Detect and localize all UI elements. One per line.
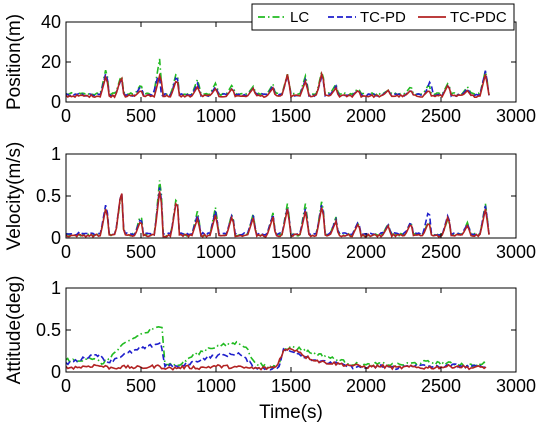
x-tick-label: 2500: [421, 106, 461, 126]
series-group: [65, 58, 490, 99]
y-axis-label: Attitude(deg): [4, 276, 25, 385]
legend-box: [251, 3, 515, 31]
x-axis-label: Time(s): [259, 402, 323, 423]
y-axis-label: Position(m): [4, 14, 25, 110]
x-tick-label: 2000: [346, 242, 386, 262]
series-line-lc: [65, 325, 487, 370]
y-tick-label: 20: [41, 52, 61, 72]
series-line-tc-pdc: [65, 70, 490, 99]
series-line-tc-pdc: [65, 347, 487, 371]
x-tick-label: 0: [61, 376, 71, 396]
x-tick-label: 500: [126, 242, 156, 262]
x-tick-label: 1000: [196, 242, 236, 262]
legend-label-lc: LC: [290, 9, 309, 26]
x-tick-label: 1500: [271, 376, 311, 396]
series-line-tc-pdc: [65, 191, 490, 239]
axes-frame: [65, 153, 517, 239]
y-axis-label: Velocity(m/s): [4, 142, 25, 251]
legend-label-tc-pd: TC-PD: [360, 9, 406, 26]
series-group: [65, 180, 490, 239]
y-tick-label: 0: [51, 228, 61, 248]
y-tick-label: 0: [51, 362, 61, 382]
y-tick-label: 0.5: [36, 186, 61, 206]
attitude-panel: 0 500 1000 1500 2000 2500 3000 0 0.5 1 Attitude(de…: [4, 276, 536, 423]
y-tick-label: 0: [51, 92, 61, 112]
x-tick-label: 1500: [271, 242, 311, 262]
x-tick-label: 2500: [421, 376, 461, 396]
x-tick-label: 3000: [496, 106, 536, 126]
y-tick-label: 1: [51, 144, 61, 164]
x-tick-label: 2000: [346, 106, 386, 126]
x-tick-label: 3000: [496, 376, 536, 396]
x-tick-label: 3000: [496, 242, 536, 262]
position-panel: 0 500 1000 1500 2000 2500 3000 0 20 40 Position(m): [4, 12, 536, 126]
legend: LC TC-PD TC-PDC: [251, 3, 515, 31]
x-tick-label: 2000: [346, 376, 386, 396]
x-tick-label: 500: [126, 106, 156, 126]
axes-frame: [65, 287, 517, 373]
x-tick-label: 0: [61, 242, 71, 262]
x-tick-label: 500: [126, 376, 156, 396]
series-line-lc: [65, 58, 490, 97]
x-tick-label: 0: [61, 106, 71, 126]
x-tick-label: 1500: [271, 106, 311, 126]
series-line-tc-pd: [65, 70, 490, 98]
legend-label-tc-pdc: TC-PDC: [450, 9, 507, 26]
y-tick-label: 40: [41, 12, 61, 32]
x-tick-label: 2500: [421, 242, 461, 262]
y-tick-label: 1: [51, 278, 61, 298]
velocity-panel: 0 500 1000 1500 2000 2500 3000 0 0.5 1 Velocity(m/…: [4, 142, 536, 262]
y-tick-label: 0.5: [36, 320, 61, 340]
x-tick-label: 1000: [196, 106, 236, 126]
x-tick-label: 1000: [196, 376, 236, 396]
series-group: [65, 325, 487, 371]
